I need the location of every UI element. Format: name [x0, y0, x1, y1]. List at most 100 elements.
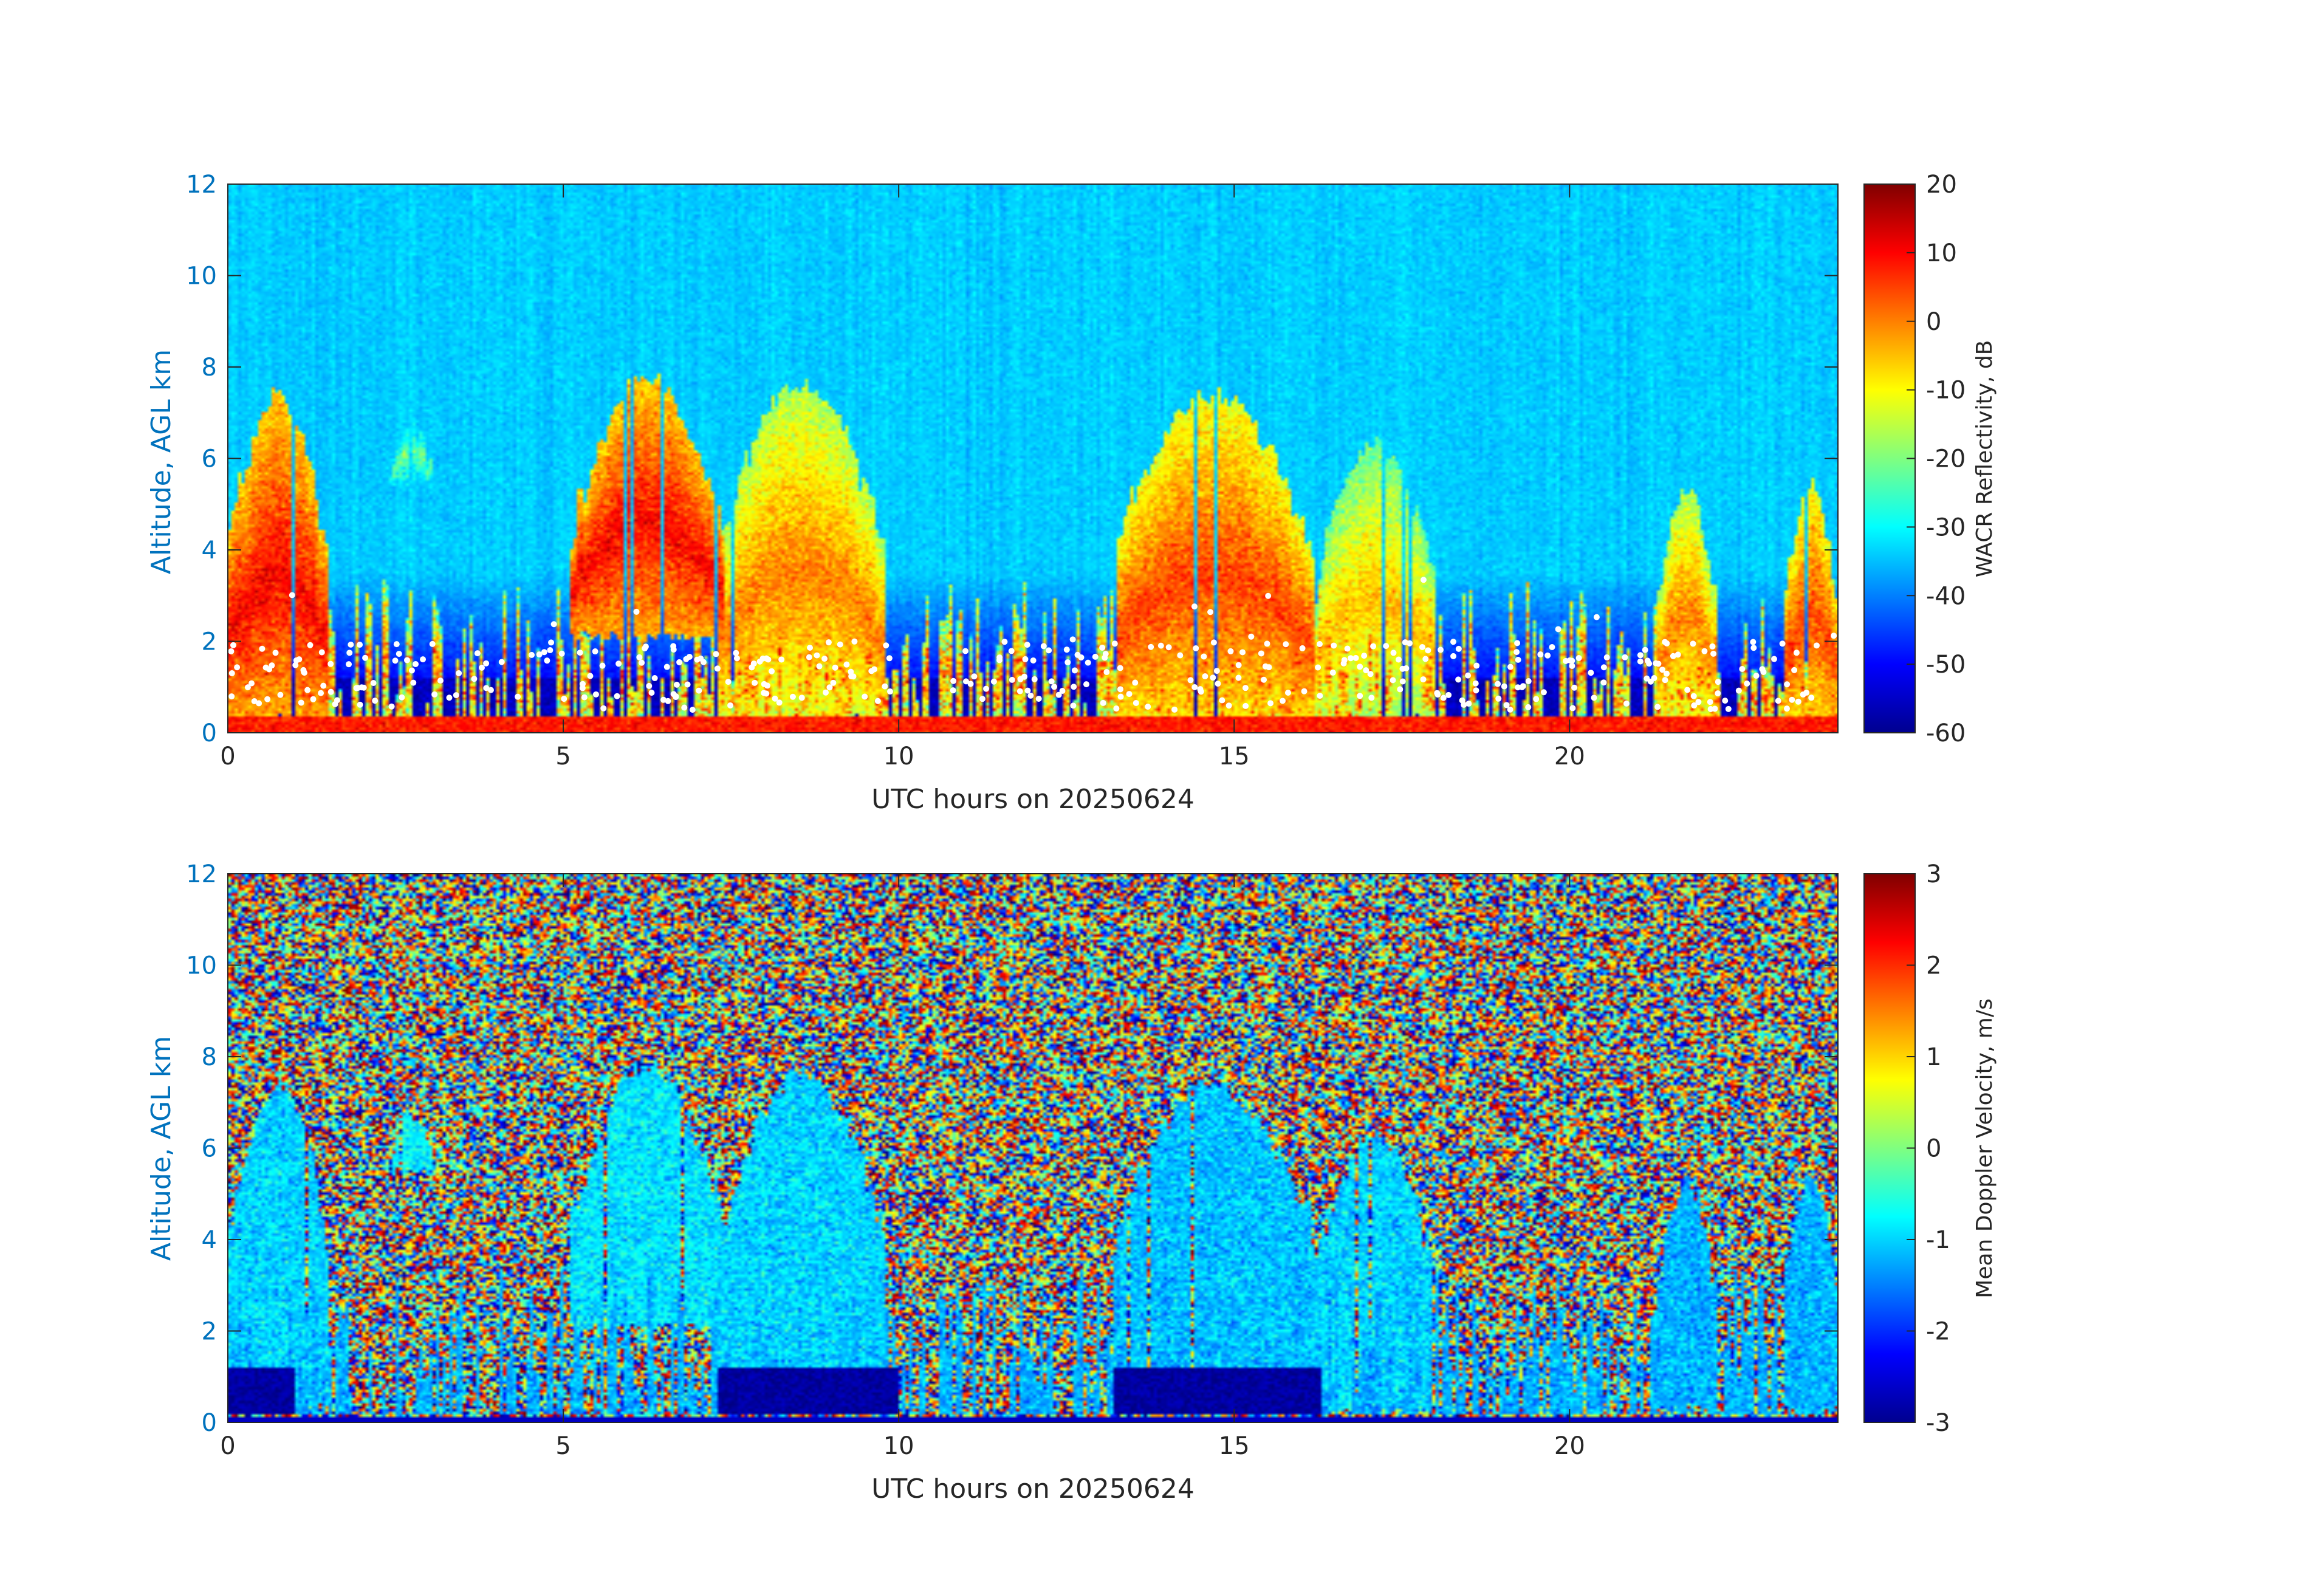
cloud-base-dot — [714, 665, 721, 672]
cloud-base-dot — [1537, 651, 1544, 658]
cloud-base-dot — [1795, 698, 1801, 705]
cloud-base-dot — [228, 670, 235, 676]
cloud-base-dot — [676, 659, 683, 665]
cloud-base-dot — [403, 657, 410, 664]
cloud-base-dot — [1514, 640, 1521, 647]
cloud-base-dot — [648, 690, 655, 696]
cloud-base-dot — [642, 645, 648, 652]
cloud-base-dot — [1059, 688, 1066, 695]
cloud-base-dot — [310, 696, 317, 702]
doppler-velocity-colorbar-ticks: 3 2 1 0 -1 -2 -3 — [1907, 860, 1950, 1437]
cloud-base-dot — [429, 640, 436, 647]
reflectivity-y-ticks: 0 2 4 6 8 10 12 — [186, 171, 1838, 747]
cloud-base-dot — [544, 657, 550, 664]
cloud-base-dot — [1600, 679, 1607, 686]
cloud-base-dot — [1051, 684, 1058, 690]
cloud-base-dot — [1784, 705, 1791, 712]
cloud-base-dot — [1653, 660, 1659, 667]
cloud-base-dot — [769, 668, 775, 674]
cloud-base-dot — [837, 641, 843, 648]
y-tick-label: 8 — [202, 354, 217, 382]
cloud-base-dot — [1329, 669, 1336, 676]
cloud-base-dot — [646, 682, 653, 689]
cloud-base-dot — [1425, 647, 1431, 654]
cloud-base-dot — [990, 678, 997, 685]
cloud-base-dot — [665, 698, 671, 704]
cloud-base-dot — [1771, 656, 1778, 662]
cloud-base-dot — [1465, 701, 1472, 707]
cloud-base-dot — [301, 669, 307, 676]
cloud-base-dot — [1055, 691, 1062, 698]
cloud-base-dot — [348, 641, 354, 648]
cloud-base-dot — [1501, 683, 1507, 690]
cloud-base-dot — [950, 677, 957, 684]
cloud-base-dot — [1248, 633, 1255, 640]
cloud-base-dot — [548, 639, 555, 646]
cloud-base-dot — [1210, 674, 1216, 681]
reflectivity-colorbar-label: WACR Reflectivity, dB — [1972, 340, 1997, 578]
cloud-base-dot — [962, 648, 968, 654]
colorbar-tick-label: 0 — [1926, 1135, 1941, 1163]
cloud-base-dot — [1258, 650, 1264, 657]
cloud-base-dot — [1317, 693, 1323, 699]
cloud-base-dot — [1225, 702, 1232, 709]
cloud-base-dot — [372, 698, 379, 704]
colorbar-tick-label: 10 — [1926, 239, 1957, 267]
cloud-base-dot — [689, 707, 696, 713]
cloud-base-dot — [293, 657, 300, 664]
cloud-base-dot — [1662, 677, 1668, 684]
cloud-base-dot — [1030, 657, 1037, 664]
cloud-base-dot — [1201, 653, 1207, 660]
cloud-base-dot — [1472, 680, 1479, 687]
cloud-base-dot — [1779, 640, 1786, 647]
cloud-base-dot — [1540, 689, 1547, 696]
cloud-base-dot — [550, 621, 557, 628]
cloud-base-dot — [1440, 695, 1447, 701]
cloud-base-dot — [1600, 664, 1607, 671]
cloud-base-dot — [1219, 697, 1225, 704]
x-tick-label: 5 — [555, 743, 571, 770]
cloud-base-dot — [1533, 696, 1540, 702]
y-tick-label: 10 — [186, 952, 217, 980]
cloud-base-dot — [1074, 651, 1081, 658]
cloud-base-dot — [1102, 654, 1108, 661]
cloud-base-dot — [1800, 691, 1806, 698]
cloud-base-dot — [1503, 702, 1510, 708]
cloud-base-dot — [1744, 681, 1750, 687]
cloud-base-dot — [1455, 676, 1462, 683]
cloud-base-dot — [1191, 603, 1198, 610]
cloud-base-dot — [536, 651, 543, 658]
cloud-base-dot — [1117, 693, 1124, 700]
cloud-base-dot — [1117, 686, 1124, 693]
cloud-base-dot — [1069, 636, 1076, 643]
cloud-base-dot — [1126, 691, 1133, 698]
cloud-base-dot — [396, 651, 402, 657]
cloud-base-dot — [1064, 659, 1071, 666]
cloud-base-dot — [696, 687, 702, 694]
cloud-base-dot — [1165, 644, 1172, 651]
cloud-base-dot — [431, 691, 438, 698]
cloud-base-dot — [1591, 695, 1597, 701]
cloud-base-dot — [228, 648, 235, 654]
cloud-base-dot — [1016, 688, 1023, 695]
cloud-base-dot — [821, 656, 828, 662]
cloud-base-dot — [318, 649, 325, 656]
cloud-base-dot — [515, 693, 521, 700]
cloud-base-dot — [1622, 654, 1628, 660]
cloud-base-dot — [1083, 681, 1090, 688]
cloud-base-dot — [789, 693, 796, 700]
cloud-base-dot — [1348, 655, 1354, 662]
cloud-base-dot — [639, 659, 645, 666]
cloud-base-dot — [1197, 686, 1204, 693]
cloud-base-dot — [420, 656, 427, 663]
reflectivity-x-ticks: 0 5 10 15 20 — [220, 184, 1585, 770]
cloud-base-dot — [592, 691, 599, 698]
cloud-base-dot — [272, 650, 279, 656]
cloud-base-dot — [1031, 676, 1038, 682]
cloud-base-dot — [413, 660, 419, 667]
cloud-base-dot — [962, 678, 969, 685]
cloud-base-dot — [1099, 644, 1106, 651]
cloud-base-dot — [1117, 665, 1123, 671]
cloud-base-dot — [1473, 662, 1480, 669]
colorbar-tick-label: -10 — [1926, 377, 1966, 405]
